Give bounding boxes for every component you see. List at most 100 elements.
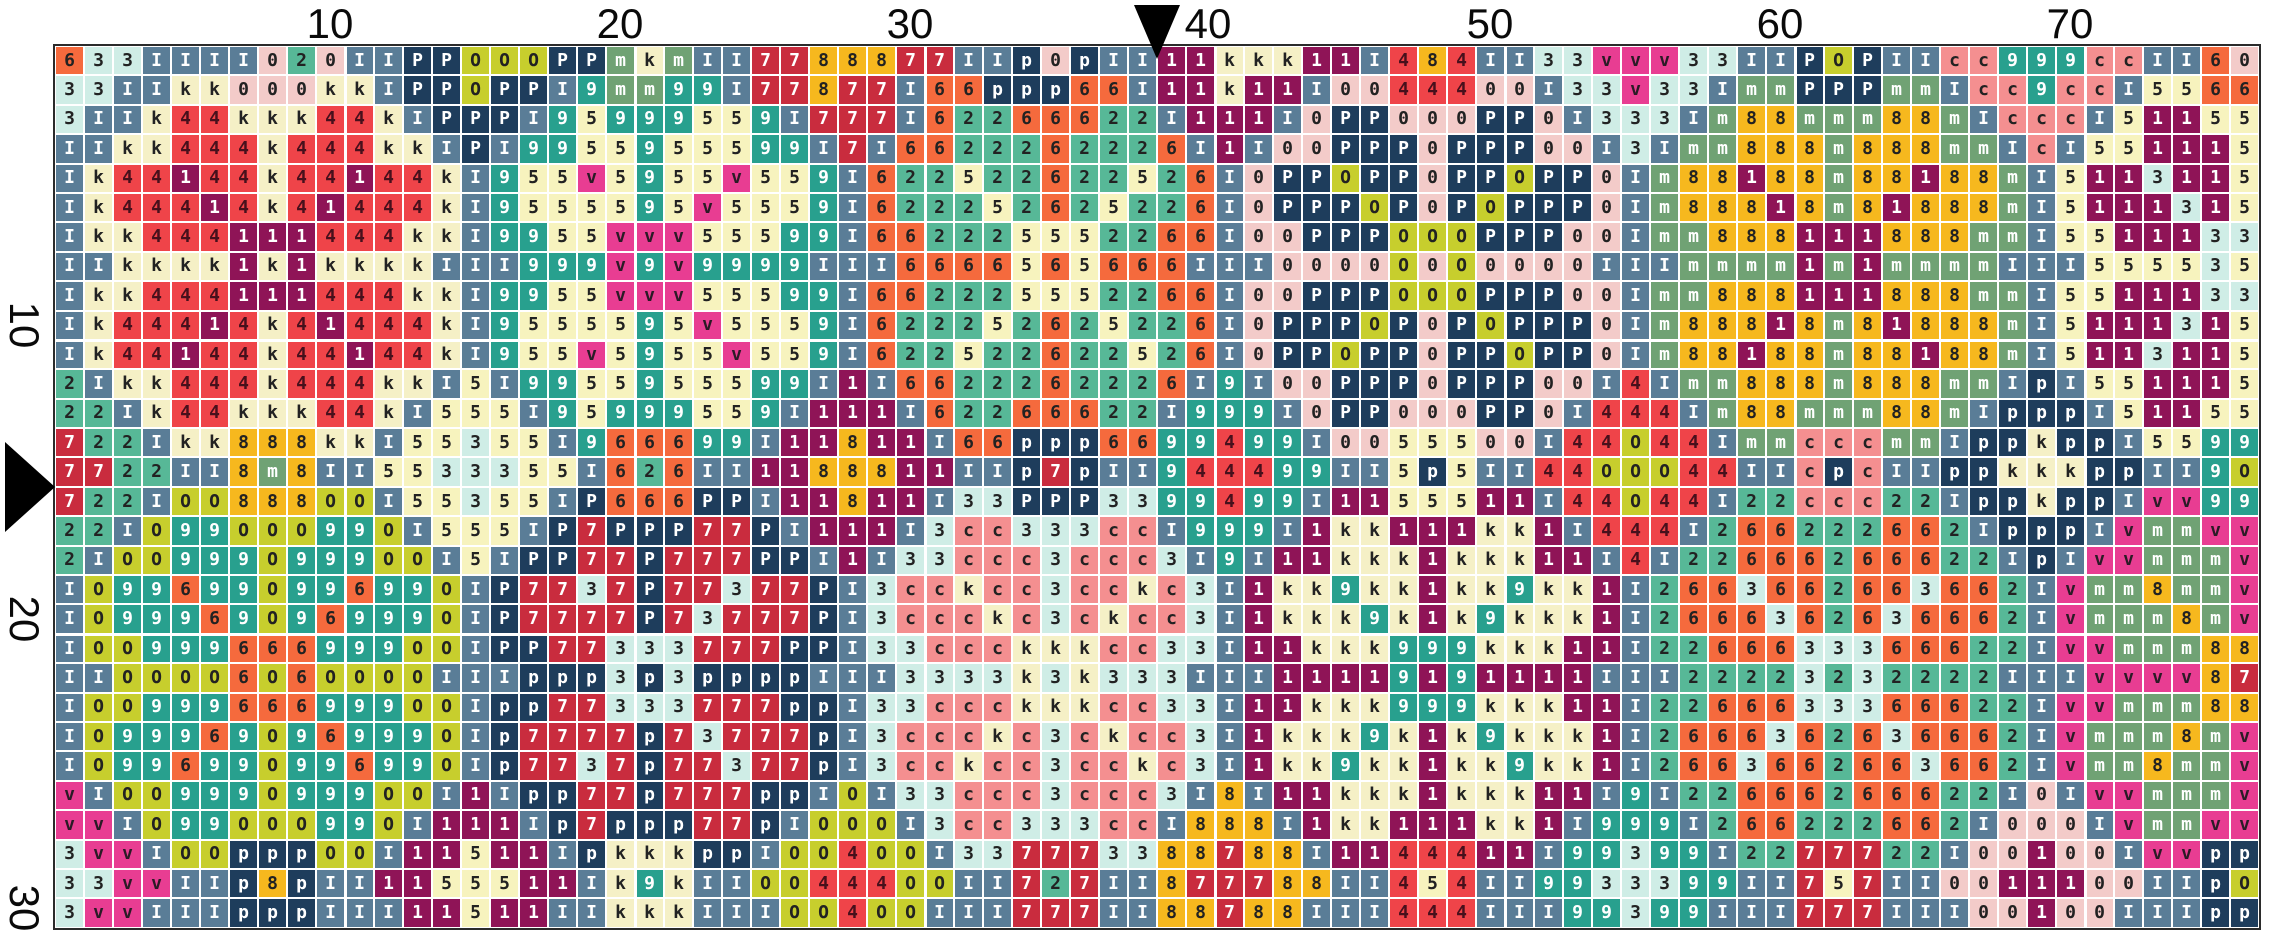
stitch-cell: 8 [2143,575,2172,605]
stitch-cell: P [519,545,548,576]
stitch-cell: O [374,780,403,811]
stitch-cell: p [1824,457,1853,487]
stitch-cell: 5 [722,104,751,135]
stitch-cell: I [838,339,867,370]
stitch-cell: v [2056,751,2085,781]
stitch-cell: 2 [1911,663,1940,693]
stitch-cell: I [1302,486,1331,517]
stitch-cell: 6 [1911,545,1940,576]
stitch-cell: O [142,780,171,811]
stitch-cell: I [1360,457,1389,487]
stitch-cell: 8 [2230,692,2259,722]
stitch-cell: 3 [1041,780,1070,811]
stitch-cell: I [809,134,838,164]
stitch-cell: 8 [1737,398,1766,429]
stitch-cell: 6 [983,428,1012,458]
stitch-cell: c [896,604,925,634]
stitch-cell: 6 [1766,692,1795,722]
stitch-cell: 9 [1389,692,1418,722]
stitch-cell: 1 [519,868,548,899]
stitch-cell: I [2027,192,2056,223]
stitch-cell: P [1476,339,1505,370]
stitch-cell: 1 [171,339,200,370]
stitch-cell: 1 [200,192,229,223]
stitch-cell: 1 [2172,281,2201,311]
stitch-cell: v [693,192,722,223]
stitch-cell: 0 [2230,46,2259,76]
stitch-cell: P [1447,310,1476,340]
stitch-cell: 2 [1969,780,1998,811]
stitch-cell: 1 [1882,192,1911,223]
stitch-cell: 9 [722,251,751,282]
stitch-cell: I [1911,868,1940,899]
stitch-cell: 0 [1244,339,1273,370]
top-axis-label-10: 10 [306,0,354,47]
stitch-cell: k [1012,633,1041,664]
stitch-cell: 6 [1737,604,1766,634]
stitch-cell: 4 [316,369,345,399]
stitch-cell: I [1882,46,1911,76]
stitch-cell: 8 [1911,192,1940,223]
stitch-cell: 5 [461,868,490,899]
stitch-cell: 3 [1157,545,1186,576]
stitch-cell: 5 [490,398,519,429]
stitch-cell: c [1157,575,1186,605]
stitch-cell: v [1621,46,1650,76]
stitch-cell: 6 [1795,575,1824,605]
stitch-cell: 6 [1795,780,1824,811]
stitch-cell: c [1012,751,1041,781]
stitch-cell: O [1418,281,1447,311]
stitch-cell: I [1940,428,1969,458]
stitch-cell: P [1853,46,1882,76]
stitch-cell: I [1621,604,1650,634]
stitch-cell: 1 [200,310,229,340]
stitch-cell: p [2056,398,2085,429]
stitch-cell: 6 [1795,604,1824,634]
stitch-cell: k [374,369,403,399]
stitch-cell: I [838,575,867,605]
stitch-cell: 4 [374,222,403,252]
stitch-cell: 8 [1853,369,1882,399]
stitch-cell: P [1476,104,1505,135]
stitch-cell: I [1940,75,1969,105]
stitch-cell: I [1679,398,1708,429]
stitch-cell: I [316,898,345,928]
stitch-cell: I [693,46,722,76]
stitch-cell: c [925,721,954,752]
stitch-cell: I [432,369,461,399]
stitch-cell: P [1360,281,1389,311]
stitch-cell: 9 [577,251,606,282]
stitch-cell: 5 [461,839,490,869]
stitch-cell: k [171,251,200,282]
stitch-cell: O [403,663,432,693]
stitch-cell: m [1940,369,1969,399]
stitch-cell: 0 [1534,251,1563,282]
stitch-cell: 1 [1244,75,1273,105]
stitch-cell: P [606,516,635,546]
stitch-cell: 7 [664,575,693,605]
stitch-cell: 1 [2027,868,2056,899]
stitch-cell: 6 [606,457,635,487]
stitch-cell: 7 [519,604,548,634]
stitch-cell: I [1215,163,1244,193]
stitch-cell: I [1621,310,1650,340]
stitch-cell: 9 [316,545,345,576]
stitch-cell: v [2056,575,2085,605]
stitch-cell: v [2143,486,2172,517]
stitch-cell: 4 [229,369,258,399]
stitch-cell: 9 [113,751,142,781]
stitch-cell: 4 [200,369,229,399]
stitch-cell: P [664,516,693,546]
stitch-cell: 4 [113,192,142,223]
stitch-cell: 7 [577,721,606,752]
stitch-cell: P [1360,104,1389,135]
stitch-cell: 9 [751,369,780,399]
stitch-cell: 9 [780,281,809,311]
stitch-cell: 5 [548,281,577,311]
stitch-cell: 0 [1273,222,1302,252]
stitch-cell: m [1708,369,1737,399]
stitch-cell: 3 [113,46,142,76]
stitch-cell: p [2085,428,2114,458]
stitch-cell: 9 [519,251,548,282]
stitch-cell: k [1012,692,1041,722]
